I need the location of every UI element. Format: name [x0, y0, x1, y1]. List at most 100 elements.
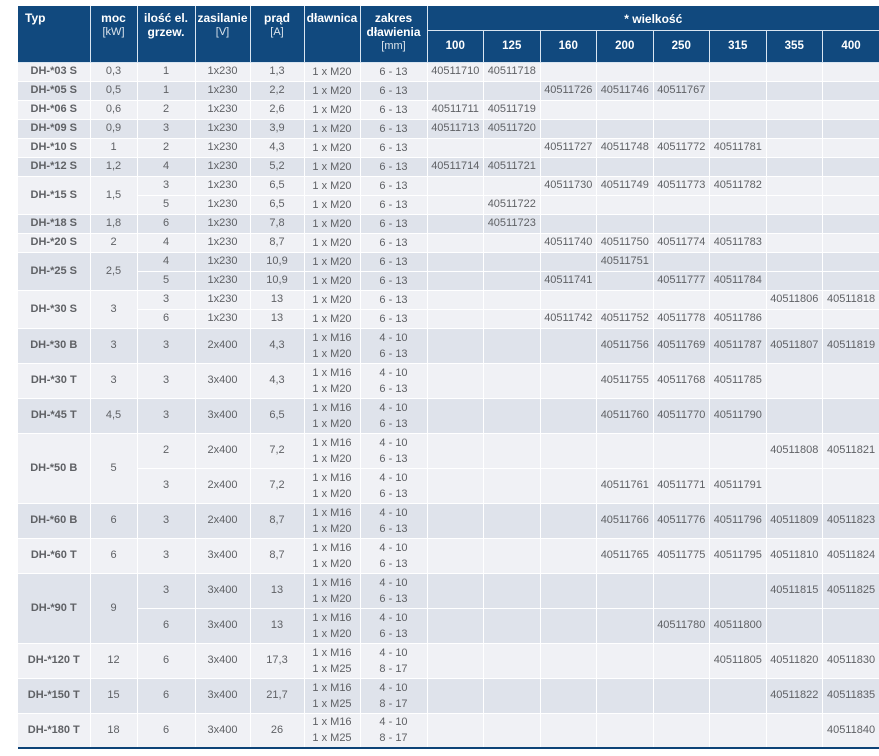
cell-size-355 — [766, 309, 823, 329]
cell-dlawnica-line: 1 x M25 — [312, 662, 352, 675]
cell-moc: 2 — [90, 233, 138, 253]
cell-zakres-line: 4 - 10 — [379, 366, 408, 379]
cell-dlawnica-line: 1 x M16 — [312, 401, 352, 414]
cell-grzew: 6 — [137, 309, 196, 329]
cell-dlawnica-line: 1 x M20 — [312, 627, 352, 640]
cell-size-315: 40511783 — [709, 233, 767, 253]
cell-dlawnica-line: 1 x M16 — [312, 331, 352, 344]
cell-zakres-line: 6 - 13 — [379, 217, 408, 230]
table-row: DH-*60 B 6 3 2x400 8,7 1 x M16 1 x M20 4 - 10 6 … — [18, 503, 879, 539]
cell-typ: DH-*20 S — [18, 233, 91, 253]
cell-dlawnica: 1 x M16 1 x M20 — [304, 468, 361, 504]
cell-dlawnica: 1 x M16 1 x M25 — [304, 643, 361, 679]
cell-size-315: 40511782 — [709, 176, 767, 196]
cell-zakres-line: 4 - 10 — [379, 576, 408, 589]
cell-zakres: 6 - 13 — [360, 176, 428, 196]
cell-size-400: 40511823 — [822, 503, 879, 539]
cell-size-355 — [766, 271, 823, 291]
cell-size-125 — [483, 608, 541, 644]
table-row: DH-*15 S 1,5 3 1x230 6,5 1 x M20 6 - 13 4051173… — [18, 176, 879, 215]
table-row: DH-*18 S 1,8 6 1x230 7,8 1 x M20 6 - 13 4051172… — [18, 214, 879, 234]
cell-size-100 — [427, 81, 484, 101]
cell-zakres-line: 4 - 10 — [379, 401, 408, 414]
table-body: DH-*03 S 0,3 1 1x230 1,3 1 x M20 6 - 13 4051171… — [18, 62, 879, 749]
cell-zakres: 6 - 13 — [360, 157, 428, 177]
cell-size-125: 40511720 — [483, 119, 541, 139]
cell-size-400 — [822, 309, 879, 329]
cell-zasilanie: 1x230 — [195, 81, 251, 101]
cell-grzew: 4 — [137, 252, 196, 272]
cell-prad: 17,3 — [250, 643, 305, 679]
cell-size-160 — [540, 398, 597, 434]
cell-prad: 10,9 — [250, 271, 305, 291]
cell-zasilanie: 1x230 — [195, 100, 251, 120]
cell-size-160 — [540, 195, 597, 215]
cell-moc: 0,6 — [90, 100, 138, 120]
cell-size-250 — [653, 100, 710, 120]
cell-size-355 — [766, 195, 823, 215]
cell-zakres-line: 6 - 13 — [379, 293, 408, 306]
cell-size-125 — [483, 643, 541, 679]
cell-zasilanie: 1x230 — [195, 233, 251, 253]
cell-size-400 — [822, 138, 879, 158]
cell-typ: DH-*06 S — [18, 100, 91, 120]
cell-dlawnica-line: 1 x M16 — [312, 576, 352, 589]
cell-size-200: 40511765 — [596, 538, 654, 574]
cell-size-250: 40511771 — [653, 468, 710, 504]
cell-typ: DH-*50 B — [18, 433, 91, 504]
cell-dlawnica-line: 1 x M16 — [312, 646, 352, 659]
table-row: DH-*12 S 1,2 4 1x230 5,2 1 x M20 6 - 13 4051171… — [18, 157, 879, 177]
cell-size-200: 40511761 — [596, 468, 654, 504]
cell-size-250 — [653, 62, 710, 82]
cell-size-160 — [540, 62, 597, 82]
table-row: DH-*05 S 0,5 1 1x230 2,2 1 x M20 6 - 13 4051172… — [18, 81, 879, 101]
cell-prad: 5,2 — [250, 157, 305, 177]
cell-zakres: 6 - 13 — [360, 119, 428, 139]
cell-grzew: 6 — [137, 713, 196, 749]
cell-size-200: 40511756 — [596, 328, 654, 364]
cell-dlawnica: 1 x M20 — [304, 252, 361, 272]
cell-size-250 — [653, 433, 710, 469]
table-row: DH-*30 S 3 3 1x230 13 1 x M20 6 - 13 40511806 40… — [18, 290, 879, 329]
cell-zasilanie: 2x400 — [195, 468, 251, 504]
cell-size-315 — [709, 100, 767, 120]
cell-size-315: 40511787 — [709, 328, 767, 364]
cell-size-160 — [540, 643, 597, 679]
cell-size-100 — [427, 398, 484, 434]
cell-prad: 8,7 — [250, 233, 305, 253]
cell-size-100 — [427, 503, 484, 539]
cell-zakres-line: 6 - 13 — [379, 179, 408, 192]
cell-typ: DH-*180 T — [18, 713, 91, 749]
cell-size-200: 40511748 — [596, 138, 654, 158]
cell-size-250 — [653, 643, 710, 679]
col-header-zakres-unit: [mm] — [381, 40, 406, 52]
cell-prad: 2,6 — [250, 100, 305, 120]
cell-size-315: 40511795 — [709, 538, 767, 574]
cell-size-160 — [540, 119, 597, 139]
cell-size-200 — [596, 271, 654, 291]
cell-size-400 — [822, 363, 879, 399]
cell-size-160 — [540, 157, 597, 177]
cell-size-100 — [427, 290, 484, 310]
cell-moc: 15 — [90, 678, 138, 714]
cell-zakres: 6 - 13 — [360, 195, 428, 215]
cell-zakres-line: 4 - 10 — [379, 471, 408, 484]
cell-zakres-line: 6 - 13 — [379, 592, 408, 605]
col-header-moc-unit: [kW] — [102, 26, 125, 38]
cell-typ: DH-*12 S — [18, 157, 91, 177]
cell-size-160 — [540, 713, 597, 749]
cell-size-125 — [483, 503, 541, 539]
cell-size-100: 40511711 — [427, 100, 484, 120]
cell-size-160 — [540, 433, 597, 469]
cell-dlawnica-line: 1 x M20 — [312, 347, 352, 360]
cell-size-160 — [540, 468, 597, 504]
cell-size-100 — [427, 678, 484, 714]
cell-dlawnica-line: 1 x M16 — [312, 436, 352, 449]
cell-moc: 6 — [90, 503, 138, 539]
cell-typ: DH-*150 T — [18, 678, 91, 714]
cell-grzew: 2 — [137, 138, 196, 158]
cell-dlawnica: 1 x M20 — [304, 195, 361, 215]
col-header-dlawnica: dławnica — [304, 6, 361, 63]
cell-dlawnica: 1 x M20 — [304, 233, 361, 253]
cell-dlawnica-line: 1 x M20 — [312, 557, 352, 570]
